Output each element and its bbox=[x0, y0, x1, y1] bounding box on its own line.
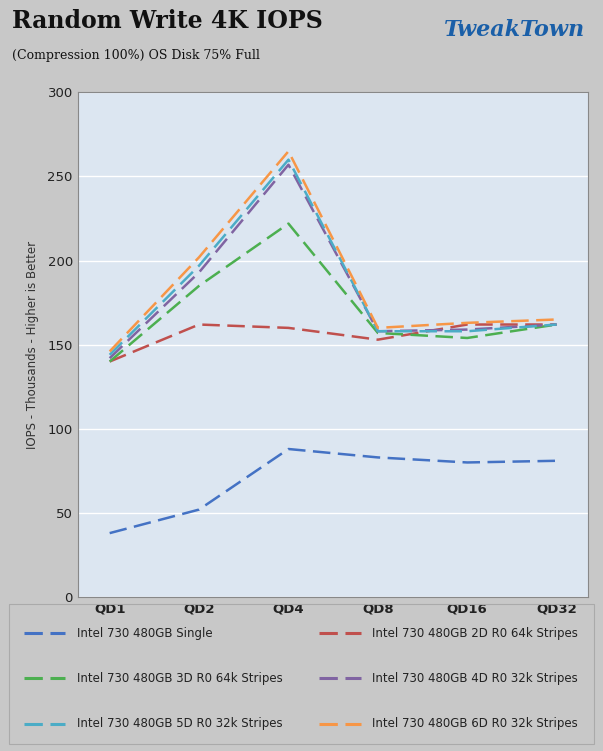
Text: Intel 730 480GB Single: Intel 730 480GB Single bbox=[77, 626, 213, 640]
Text: Intel 730 480GB 2D R0 64k Stripes: Intel 730 480GB 2D R0 64k Stripes bbox=[373, 626, 578, 640]
Y-axis label: IOPS - Thousands - Higher is Better: IOPS - Thousands - Higher is Better bbox=[26, 240, 39, 449]
Text: Intel 730 480GB 4D R0 32k Stripes: Intel 730 480GB 4D R0 32k Stripes bbox=[373, 672, 578, 685]
Text: TweakTown: TweakTown bbox=[444, 19, 585, 41]
Text: Intel 730 480GB 3D R0 64k Stripes: Intel 730 480GB 3D R0 64k Stripes bbox=[77, 672, 283, 685]
Text: (Compression 100%) OS Disk 75% Full: (Compression 100%) OS Disk 75% Full bbox=[12, 49, 260, 62]
Text: Random Write 4K IOPS: Random Write 4K IOPS bbox=[12, 10, 323, 34]
Text: Intel 730 480GB 6D R0 32k Stripes: Intel 730 480GB 6D R0 32k Stripes bbox=[373, 717, 578, 730]
Text: Intel 730 480GB 5D R0 32k Stripes: Intel 730 480GB 5D R0 32k Stripes bbox=[77, 717, 283, 730]
